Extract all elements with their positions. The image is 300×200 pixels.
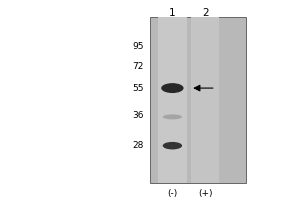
Text: 28: 28	[133, 141, 144, 150]
Text: 36: 36	[133, 111, 144, 120]
Text: 95: 95	[133, 42, 144, 51]
Text: (-): (-)	[167, 189, 178, 198]
Bar	[158, 17, 187, 183]
Text: 1: 1	[169, 8, 176, 18]
Ellipse shape	[163, 142, 182, 149]
Ellipse shape	[163, 114, 182, 119]
Text: 72: 72	[133, 62, 144, 71]
Text: 55: 55	[133, 84, 144, 93]
Ellipse shape	[161, 83, 184, 93]
Text: 2: 2	[202, 8, 208, 18]
Bar	[150, 17, 246, 183]
Bar	[191, 17, 219, 183]
Text: (+): (+)	[198, 189, 212, 198]
